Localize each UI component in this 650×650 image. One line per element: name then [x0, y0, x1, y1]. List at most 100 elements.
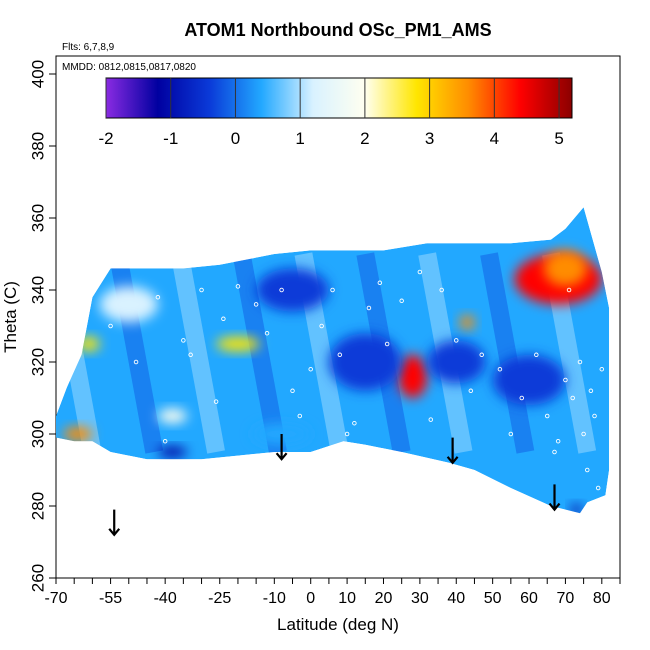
y-axis-label: Theta (C) — [1, 281, 20, 353]
heatmap-streak — [480, 252, 535, 454]
x-tick-label: 50 — [484, 590, 502, 607]
sample-point — [534, 352, 539, 358]
sample-point — [213, 399, 219, 404]
x-tick-label: 30 — [411, 590, 429, 607]
x-axis: -70 -55 -40 -25 -10 0 10 20 30 40 50 60 70 80 — [44, 578, 621, 607]
x-tick-label: -25 — [208, 590, 231, 607]
arrow-markers — [108, 434, 561, 537]
sample-point — [290, 388, 295, 394]
sample-point — [384, 341, 390, 347]
heatmap-cell — [427, 340, 486, 384]
x-tick-label: -10 — [263, 590, 286, 607]
sample-point — [188, 352, 193, 358]
sample-point — [585, 467, 590, 473]
sample-point — [155, 294, 161, 300]
sample-point — [330, 287, 335, 293]
heatmap-streak — [170, 252, 225, 454]
sample-point — [181, 338, 186, 343]
chart-title: ATOM1 Northbound OSc_PM1_AMS — [184, 20, 491, 40]
sample-point — [133, 359, 139, 365]
sample-point — [377, 280, 383, 286]
sample-points — [108, 269, 605, 491]
arrow-marker — [275, 434, 288, 461]
sample-point — [428, 417, 434, 422]
heatmap-field — [56, 207, 610, 514]
heatmap-cell — [570, 504, 582, 514]
sample-point — [279, 287, 284, 293]
sample-point — [599, 366, 605, 372]
colorbar-tick-label: 3 — [425, 129, 434, 148]
sample-point — [297, 413, 303, 419]
sample-point — [566, 287, 572, 293]
sample-point — [570, 395, 575, 401]
colorbar-tick-label: 2 — [360, 129, 369, 148]
sample-point — [544, 413, 550, 419]
mmdd-annotation: MMDD: 0812,0815,0817,0820 — [62, 62, 196, 73]
y-tick-label: 380 — [29, 132, 48, 160]
sample-point — [337, 352, 343, 358]
heatmap-cell — [157, 408, 187, 424]
x-axis-label: Latitude (deg N) — [277, 615, 399, 634]
arrow-marker — [446, 437, 459, 465]
colorbar: -2 -1 0 1 2 3 4 5 — [98, 77, 573, 148]
y-tick-label: 300 — [29, 420, 48, 448]
heatmap-cell — [256, 268, 329, 312]
y-axis: 260 280 300 320 340 360 380 400 — [29, 60, 56, 592]
heatmap-cell — [77, 336, 100, 352]
sample-point — [235, 284, 241, 289]
heatmap-cell — [99, 286, 158, 323]
sample-point — [308, 366, 313, 372]
sample-point — [588, 388, 594, 394]
heatmap-cell — [63, 426, 93, 442]
sample-point — [497, 366, 503, 372]
sample-point — [399, 298, 404, 304]
heatmap-cell — [492, 354, 566, 406]
x-tick-label: 10 — [338, 590, 356, 607]
sample-point — [563, 377, 568, 383]
flights-annotation: Flts: 6,7,8,9 — [62, 42, 115, 53]
colorbar-tick-label: -1 — [163, 129, 178, 148]
y-tick-label: 360 — [29, 204, 48, 232]
sample-point — [577, 359, 583, 365]
sample-point — [581, 431, 586, 437]
x-tick-label: -40 — [154, 590, 177, 607]
sample-point — [468, 388, 474, 394]
heatmap-cell — [328, 333, 402, 391]
y-tick-label: 320 — [29, 348, 48, 376]
heatmap-cell — [398, 354, 428, 398]
x-tick-label: 80 — [593, 590, 611, 607]
heatmap-cell — [459, 315, 475, 330]
plot-frame — [55, 55, 621, 579]
sample-point — [552, 449, 557, 455]
colorbar-scale — [105, 77, 573, 119]
sample-point — [454, 338, 459, 343]
colorbar-tick-label: 1 — [295, 129, 304, 148]
sample-point — [417, 269, 423, 275]
sample-point — [344, 431, 350, 437]
heatmap-cell — [216, 336, 260, 352]
sample-point — [264, 330, 270, 336]
sample-point — [162, 438, 168, 444]
x-tick-label: -55 — [99, 590, 122, 607]
sample-point — [479, 352, 484, 358]
sample-point — [366, 305, 372, 311]
sample-point — [319, 323, 324, 329]
x-tick-label: 40 — [447, 590, 465, 607]
heatmap-streak — [232, 252, 287, 454]
arrow-marker — [548, 484, 561, 512]
y-tick-label: 280 — [29, 492, 48, 520]
arrow-marker — [108, 509, 121, 537]
sample-point — [352, 420, 357, 426]
sample-point — [592, 413, 597, 419]
sample-point — [595, 485, 601, 491]
x-tick-label: -70 — [44, 590, 67, 607]
sample-point — [508, 431, 514, 437]
sample-point — [221, 316, 226, 322]
heatmap-cell — [157, 446, 187, 458]
x-tick-label: 70 — [557, 590, 575, 607]
x-tick-label: 0 — [306, 590, 315, 607]
colorbar-tick-label: 4 — [490, 129, 499, 148]
y-tick-label: 400 — [29, 60, 48, 88]
colorbar-tick-label: 5 — [554, 129, 563, 148]
